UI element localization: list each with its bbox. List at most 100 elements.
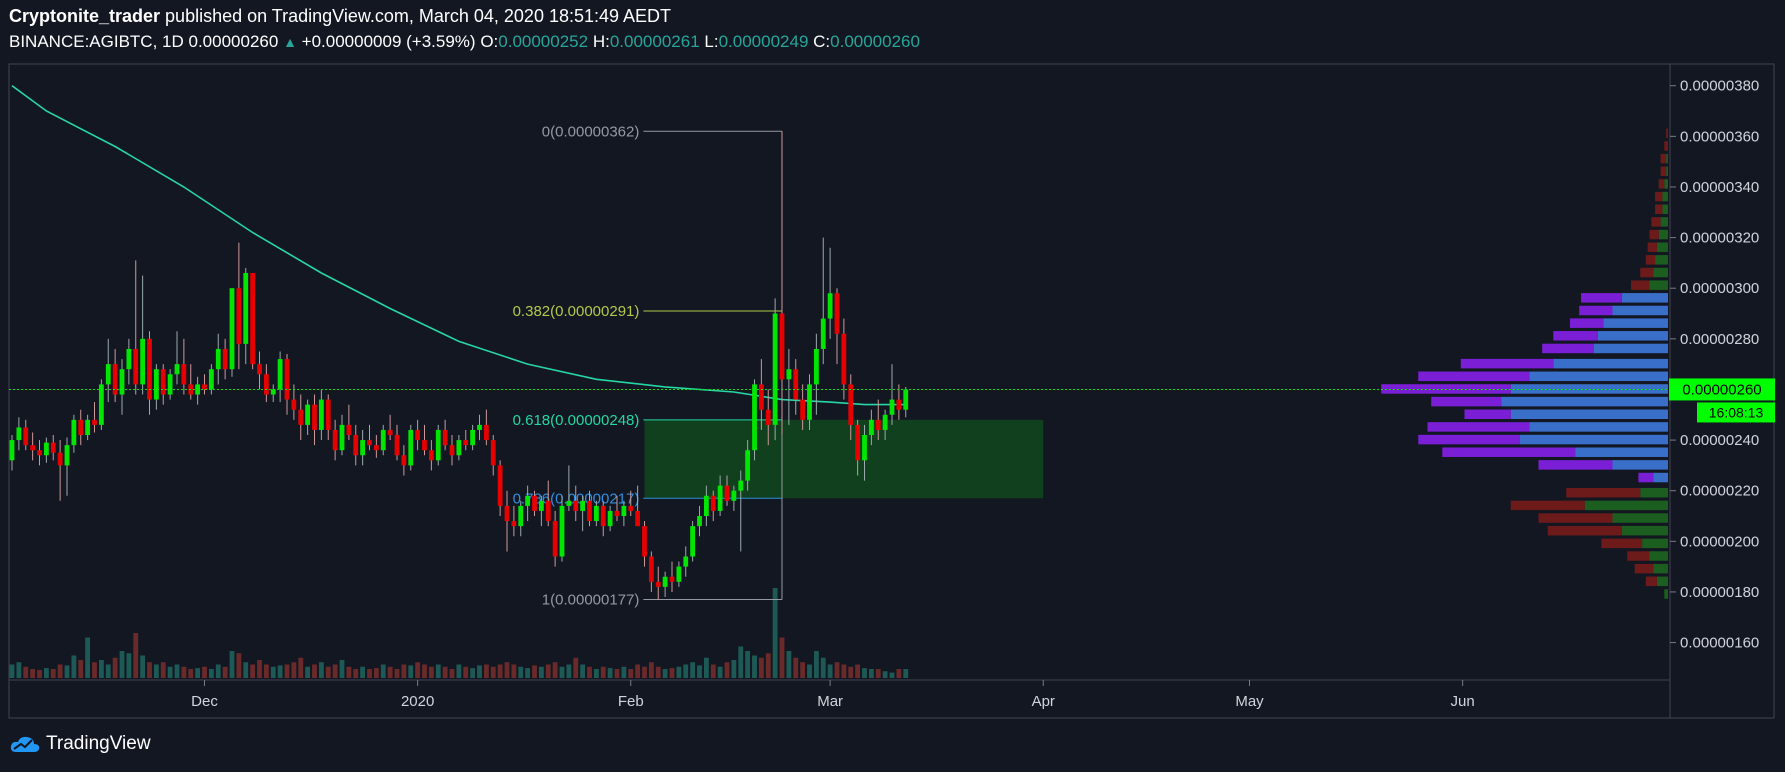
- volume-profile-down-row: [1418, 371, 1530, 382]
- candle-body: [800, 399, 806, 420]
- volume-profile-up-row: [1612, 513, 1668, 523]
- candle-body: [813, 348, 819, 385]
- ohlc-legend: BINANCE:AGIBTC, 1D 0.00000260 ▲ +0.00000…: [9, 32, 920, 52]
- time-tick-label: Jun: [1451, 693, 1475, 710]
- price-tick-label: 0.00000180: [1680, 584, 1759, 601]
- candle-body: [353, 435, 359, 456]
- candle-body: [360, 440, 366, 456]
- volume-bar: [532, 665, 537, 678]
- candle-body: [882, 414, 888, 430]
- author-name[interactable]: Cryptonite_trader: [9, 6, 161, 26]
- candle-body: [669, 576, 675, 582]
- high-label: H:: [592, 32, 610, 51]
- price-tick-label: 0.00000300: [1680, 280, 1759, 297]
- volume-bar: [855, 664, 861, 678]
- volume-bar: [504, 662, 510, 678]
- candle-body: [339, 424, 345, 451]
- candle-body: [655, 581, 661, 587]
- volume-bar: [408, 665, 414, 678]
- volume-bar: [669, 668, 675, 678]
- candle-body: [153, 369, 159, 400]
- volume-bar: [140, 655, 146, 678]
- volume-profile-up-row: [1642, 538, 1668, 549]
- volume-bar: [538, 666, 544, 678]
- candle-body: [868, 419, 874, 436]
- candle-body: [896, 399, 902, 410]
- candle-body: [312, 404, 317, 430]
- volume-profile-down-row: [1538, 513, 1613, 523]
- volume-bar: [442, 666, 448, 678]
- volume-bar: [848, 666, 854, 678]
- candle-body: [600, 505, 606, 527]
- candle-body: [64, 445, 70, 466]
- volume-bar: [614, 669, 620, 678]
- volume-bar: [470, 668, 476, 678]
- candle-body: [642, 526, 647, 557]
- volume-bar: [648, 662, 654, 678]
- volume-profile-up-row: [1597, 331, 1668, 341]
- time-tick-label: 2020: [401, 693, 434, 710]
- candle-body: [229, 288, 235, 370]
- volume-bar: [16, 662, 22, 678]
- candle-body: [50, 442, 56, 453]
- volume-profile-down-row: [1579, 305, 1613, 316]
- publish-text: published on TradingView.com, March 04, …: [165, 6, 672, 26]
- high-value: 0.00000261: [609, 32, 700, 51]
- volume-bar: [490, 666, 496, 678]
- volume-profile-down-row: [1660, 153, 1667, 164]
- volume-profile-up-row: [1649, 280, 1668, 290]
- candle-body: [332, 429, 338, 451]
- volume-profile-down-row: [1655, 191, 1663, 202]
- publish-info: Cryptonite_trader published on TradingVi…: [9, 6, 671, 27]
- volume-bar: [394, 669, 400, 678]
- candle-body: [875, 419, 881, 430]
- candle-body: [98, 384, 104, 425]
- volume-profile-up-row: [1612, 460, 1668, 470]
- candle-body: [752, 384, 757, 451]
- volume-profile-up-row: [1653, 563, 1668, 574]
- price-tick-label: 0.00000220: [1680, 483, 1759, 500]
- volume-profile-down-row: [1460, 358, 1554, 369]
- volume-bar: [566, 664, 572, 678]
- candle-body: [126, 348, 132, 370]
- candle-body: [779, 313, 785, 380]
- candle-body: [401, 455, 407, 466]
- volume-bar: [827, 664, 833, 678]
- symbol-label: BINANCE:AGIBTC, 1D: [9, 32, 184, 51]
- volume-profile-up-row: [1656, 242, 1668, 252]
- volume-bar: [875, 669, 881, 678]
- candle-body: [525, 495, 531, 506]
- volume-bar: [573, 657, 579, 678]
- candle-body: [422, 440, 427, 451]
- volume-profile-up-row: [1656, 576, 1668, 587]
- candle-body: [71, 419, 77, 446]
- candle-body: [662, 576, 668, 587]
- candle-body: [607, 510, 613, 527]
- volume-bar: [37, 669, 42, 678]
- candle-body: [889, 399, 895, 415]
- price-tick-label: 0.00000360: [1680, 128, 1759, 145]
- tradingview-logo[interactable]: TradingView: [10, 733, 151, 755]
- candle-body: [9, 440, 15, 461]
- candle-body: [483, 424, 489, 441]
- volume-bar: [71, 655, 77, 678]
- volume-profile-down-row: [1634, 563, 1654, 574]
- candle-body: [215, 348, 221, 370]
- volume-bar: [834, 662, 840, 678]
- volume-profile-up-row: [1653, 267, 1668, 278]
- volume-bar: [312, 664, 317, 678]
- volume-bar: [153, 664, 159, 678]
- candle-body: [573, 500, 579, 511]
- volume-bar: [518, 666, 524, 678]
- candle-body: [78, 419, 84, 436]
- candle-body: [208, 369, 214, 390]
- volume-bar: [360, 666, 366, 678]
- volume-bar: [270, 666, 276, 678]
- volume-profile-up-row: [1501, 396, 1668, 407]
- volume-bar: [222, 666, 228, 678]
- volume-bar: [215, 664, 221, 678]
- candle-body: [580, 500, 586, 511]
- low-label: L:: [704, 32, 719, 51]
- volume-bar: [607, 668, 613, 678]
